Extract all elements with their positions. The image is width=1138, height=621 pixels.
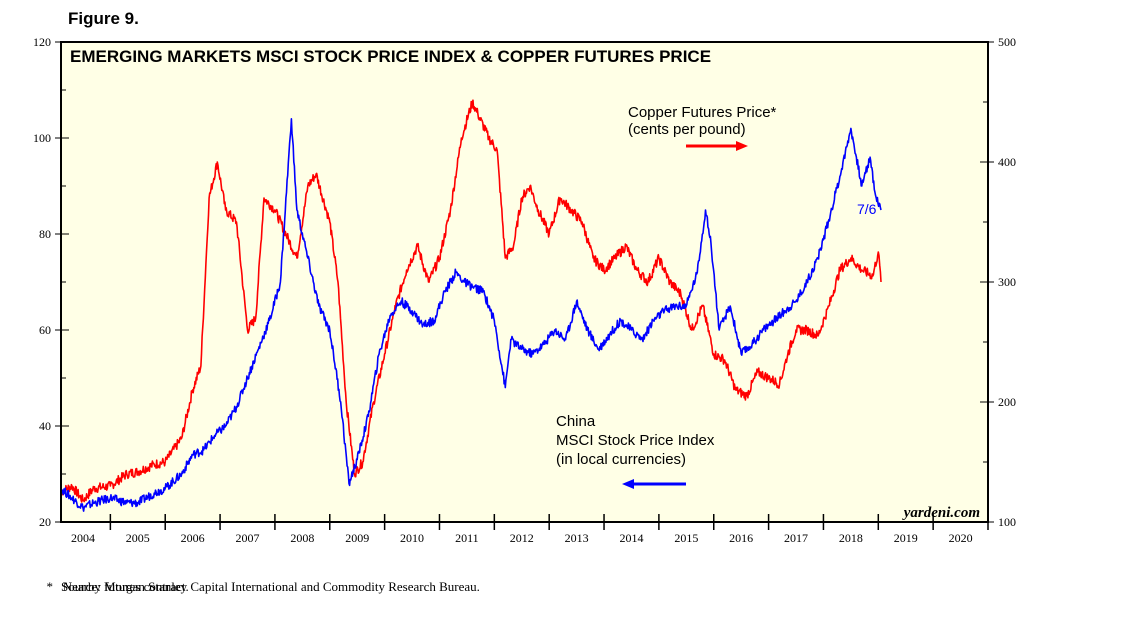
year-tick-label: 2017 bbox=[784, 531, 808, 545]
year-tick-label: 2009 bbox=[345, 531, 369, 545]
series-layer bbox=[60, 99, 882, 512]
copper-label-line2: (cents per pound) bbox=[628, 121, 746, 138]
china-label-line2: MSCI Stock Price Index bbox=[556, 432, 715, 449]
year-tick-label: 2014 bbox=[619, 531, 643, 545]
year-tick-label: 2011 bbox=[455, 531, 479, 545]
x-axis: 2004 2005 2006 2007 2008 2009 2010 2011 2012 2013… bbox=[71, 514, 989, 545]
year-tick-label: 2005 bbox=[126, 531, 150, 545]
left-tick-label: 40 bbox=[39, 419, 51, 433]
left-tick-label: 100 bbox=[33, 131, 51, 145]
china-label-line1: China bbox=[556, 413, 596, 430]
year-tick-label: 2018 bbox=[839, 531, 863, 545]
copper-label-line1: Copper Futures Price* bbox=[628, 104, 777, 121]
left-arrow-icon bbox=[622, 479, 686, 489]
right-tick-label: 300 bbox=[998, 275, 1016, 289]
year-tick-label: 2020 bbox=[949, 531, 973, 545]
year-tick-label: 2013 bbox=[565, 531, 589, 545]
footnote-asterisk: * bbox=[46, 579, 54, 594]
footnote-text: Nearby futures contract. bbox=[62, 579, 189, 594]
left-tick-label: 20 bbox=[39, 515, 51, 529]
left-tick-label: 60 bbox=[39, 323, 51, 337]
right-arrow-icon bbox=[686, 141, 748, 151]
china-series-line bbox=[60, 118, 882, 512]
year-tick-label: 2010 bbox=[400, 531, 424, 545]
year-tick-label: 2006 bbox=[181, 531, 205, 545]
right-tick-label: 500 bbox=[998, 35, 1016, 49]
year-tick-label: 2007 bbox=[235, 531, 259, 545]
right-tick-label: 100 bbox=[998, 515, 1016, 529]
right-tick-label: 400 bbox=[998, 155, 1016, 169]
footnote-note: * Nearby futures contract. bbox=[40, 563, 189, 595]
year-tick-label: 2004 bbox=[71, 531, 95, 545]
chart-title: EMERGING MARKETS MSCI STOCK PRICE INDEX … bbox=[70, 47, 711, 66]
end-date-label: 7/6 bbox=[857, 201, 877, 217]
plot-background bbox=[61, 42, 988, 522]
china-label-line3: (in local currencies) bbox=[556, 451, 686, 468]
year-tick-label: 2016 bbox=[729, 531, 753, 545]
year-tick-label: 2012 bbox=[510, 531, 534, 545]
year-tick-label: 2015 bbox=[674, 531, 698, 545]
copper-series-line bbox=[60, 99, 882, 503]
year-tick-label: 2008 bbox=[290, 531, 314, 545]
figure-label: Figure 9. bbox=[68, 9, 139, 28]
footnote-source: Source: Morgan Stanley Capital Internati… bbox=[61, 579, 480, 594]
right-tick-label: 200 bbox=[998, 395, 1016, 409]
left-tick-label: 120 bbox=[33, 35, 51, 49]
year-tick-label: 2019 bbox=[894, 531, 918, 545]
watermark: yardeni.com bbox=[902, 505, 980, 521]
left-tick-label: 80 bbox=[39, 227, 51, 241]
plot-frame bbox=[60, 41, 989, 523]
